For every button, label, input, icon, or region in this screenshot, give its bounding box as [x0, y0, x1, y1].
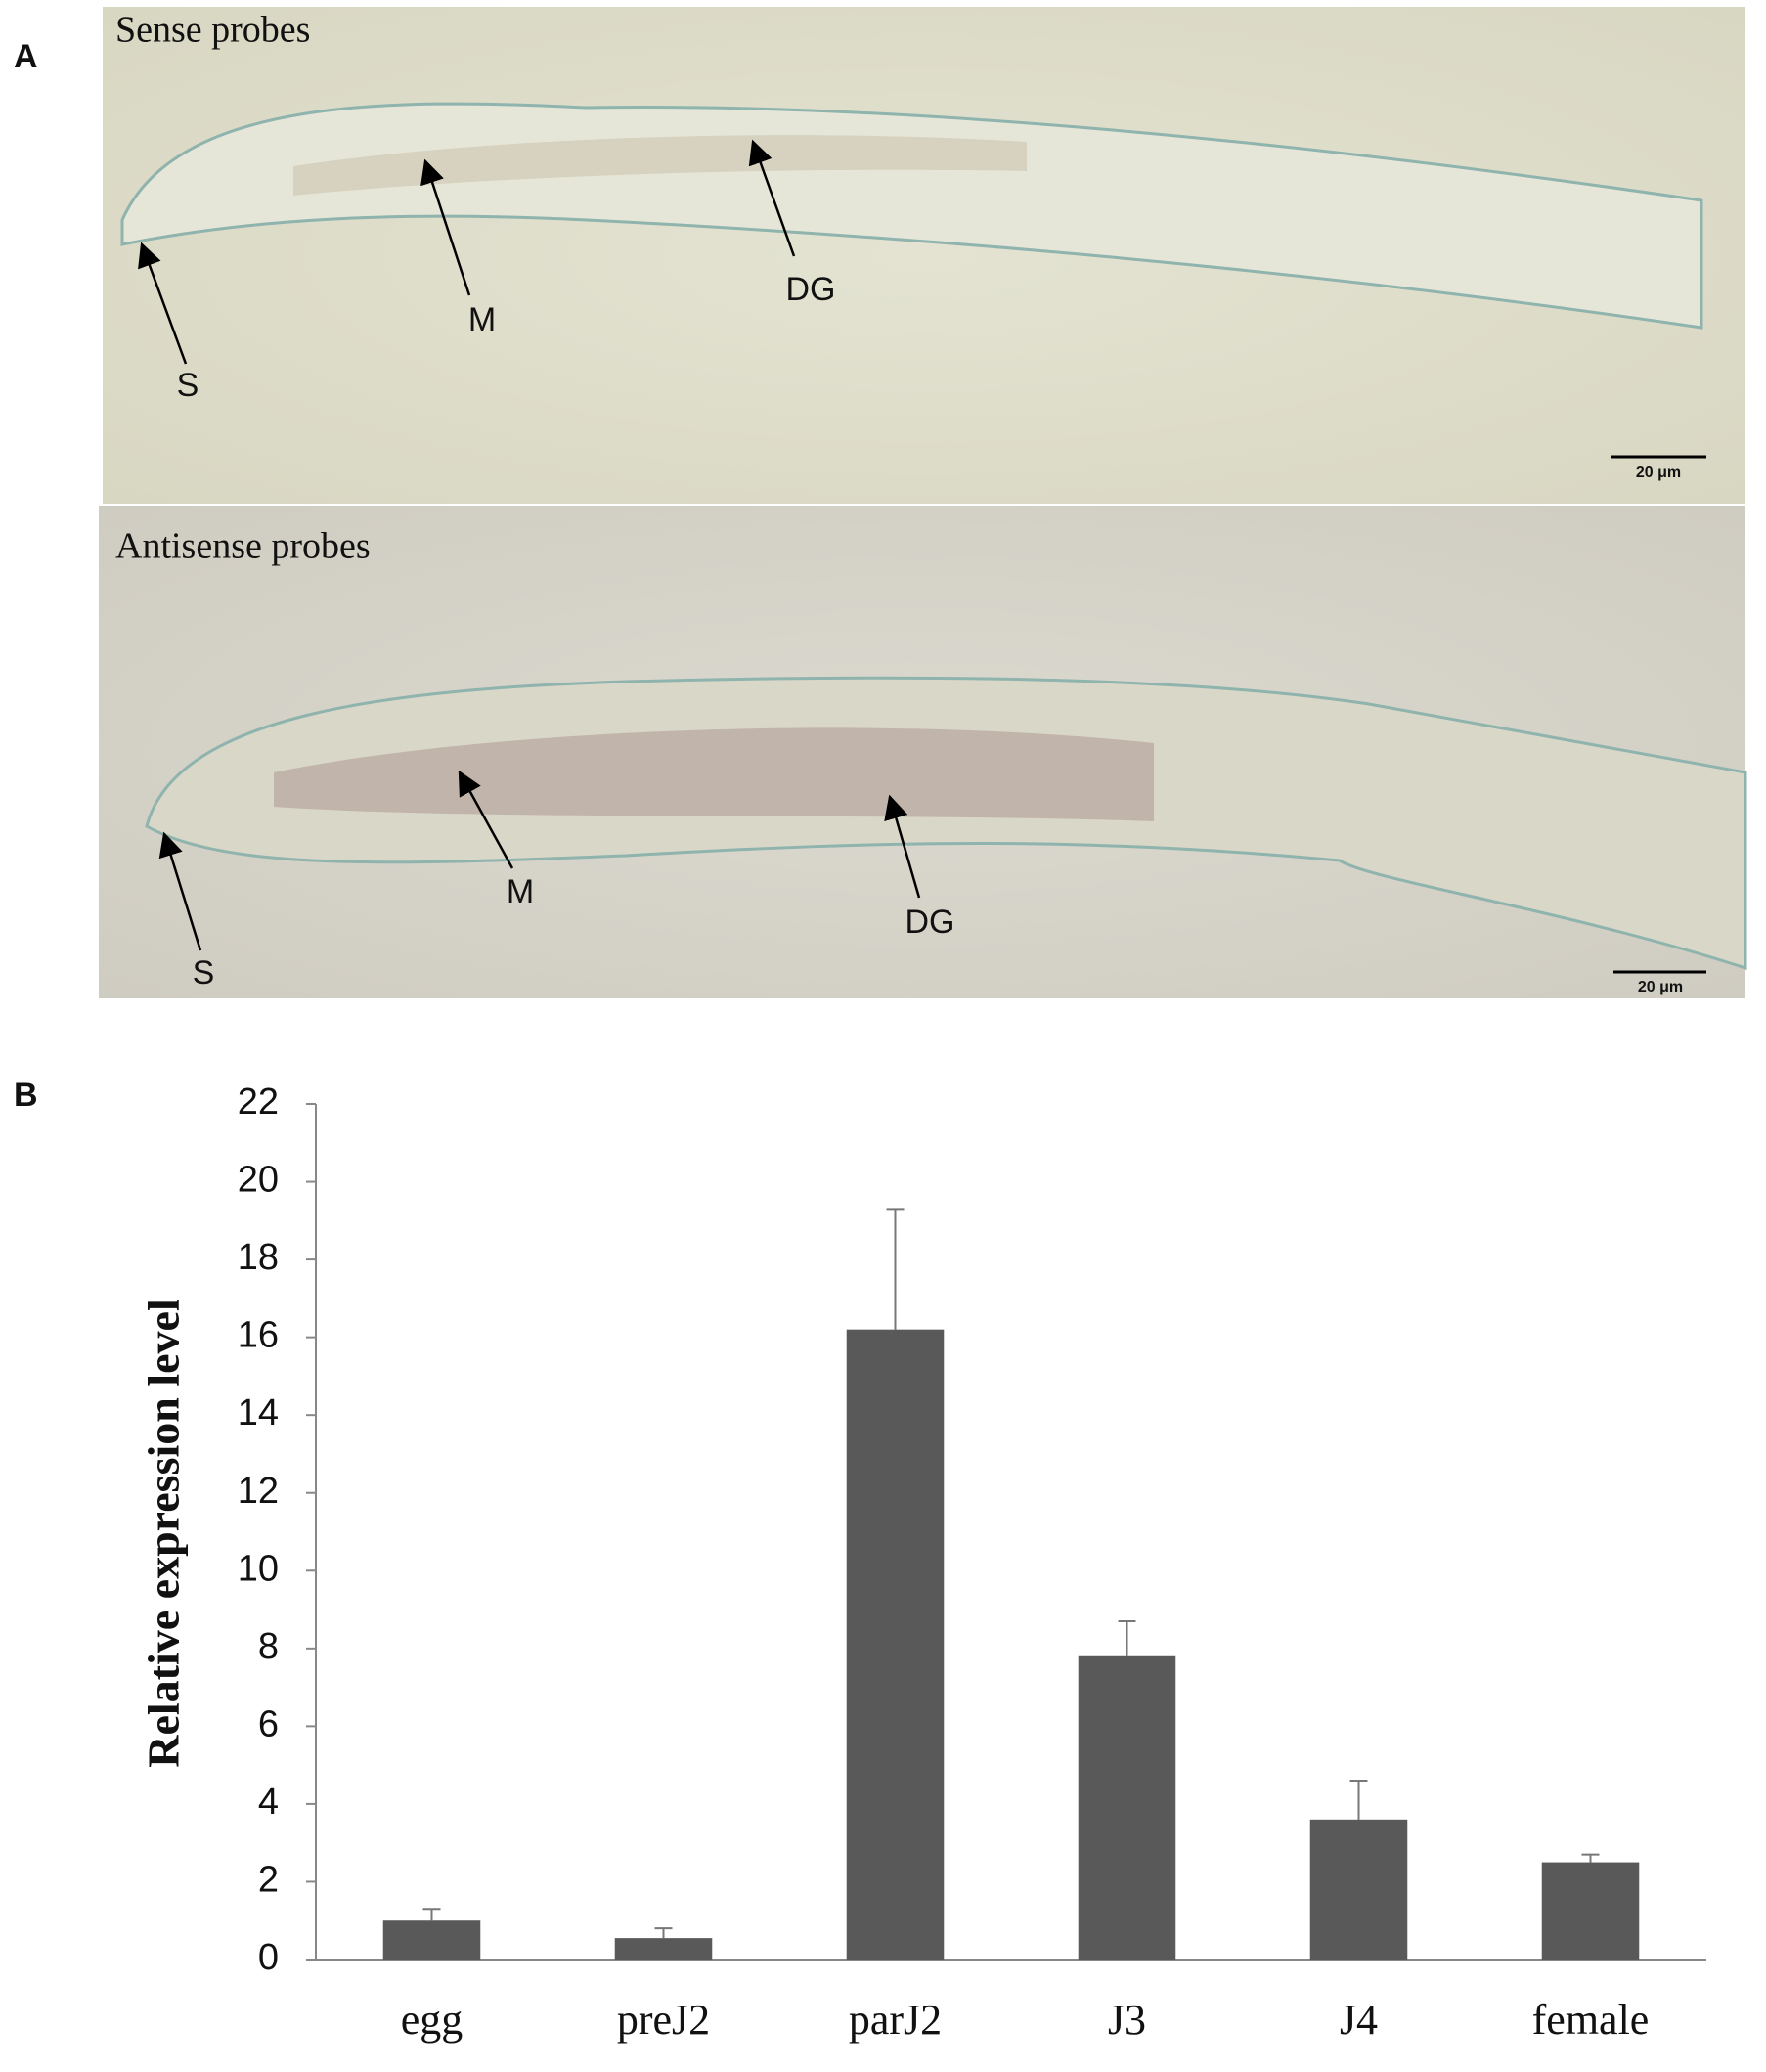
y-tick-label: 12	[238, 1471, 279, 1512]
structure-label: S	[177, 367, 199, 404]
x-tick-label: J4	[1340, 1996, 1378, 2044]
micrograph: Antisense probes S M DG 20 μm	[99, 506, 1747, 998]
bar	[1309, 1819, 1408, 1960]
y-tick-label: 0	[258, 1937, 279, 1978]
y-tick-label: 14	[238, 1392, 279, 1433]
micrograph-title: Sense probes	[115, 10, 310, 51]
structure-label: DG	[786, 271, 836, 308]
y-tick-label: 18	[238, 1237, 279, 1278]
structure-label: DG	[905, 904, 955, 941]
structure-label: M	[468, 301, 496, 338]
bar	[1541, 1862, 1640, 1960]
bar	[1078, 1655, 1176, 1960]
y-tick-label: 2	[258, 1859, 279, 1900]
panel-label: A	[14, 38, 38, 75]
y-tick-label: 6	[258, 1703, 279, 1744]
bar	[614, 1938, 713, 1960]
x-tick-label: female	[1532, 1996, 1650, 2044]
y-tick-label: 4	[258, 1782, 279, 1823]
y-tick-label: 16	[238, 1315, 279, 1356]
structure-label: M	[507, 873, 534, 910]
micrograph-title: Antisense probes	[115, 526, 371, 567]
y-tick-label: 20	[238, 1160, 279, 1201]
scale-bar-label: 20 μm	[1638, 979, 1683, 995]
micrograph: Sense probes S M DG 20 μm	[103, 7, 1745, 504]
panel-label: B	[14, 1077, 38, 1114]
x-tick-label: parJ2	[849, 1996, 942, 2044]
bar	[846, 1329, 945, 1960]
x-tick-label: preJ2	[617, 1996, 710, 2044]
y-tick-label: 22	[238, 1081, 279, 1123]
structure-label: S	[193, 954, 215, 992]
y-tick-label: 10	[238, 1548, 279, 1589]
y-tick-label: 8	[258, 1626, 279, 1667]
x-tick-label: J3	[1108, 1996, 1146, 2044]
x-tick-label: egg	[401, 1996, 464, 2044]
scale-bar-label: 20 μm	[1636, 464, 1681, 481]
bar	[382, 1920, 481, 1960]
y-axis-title: Relative expression level	[139, 1299, 189, 1768]
